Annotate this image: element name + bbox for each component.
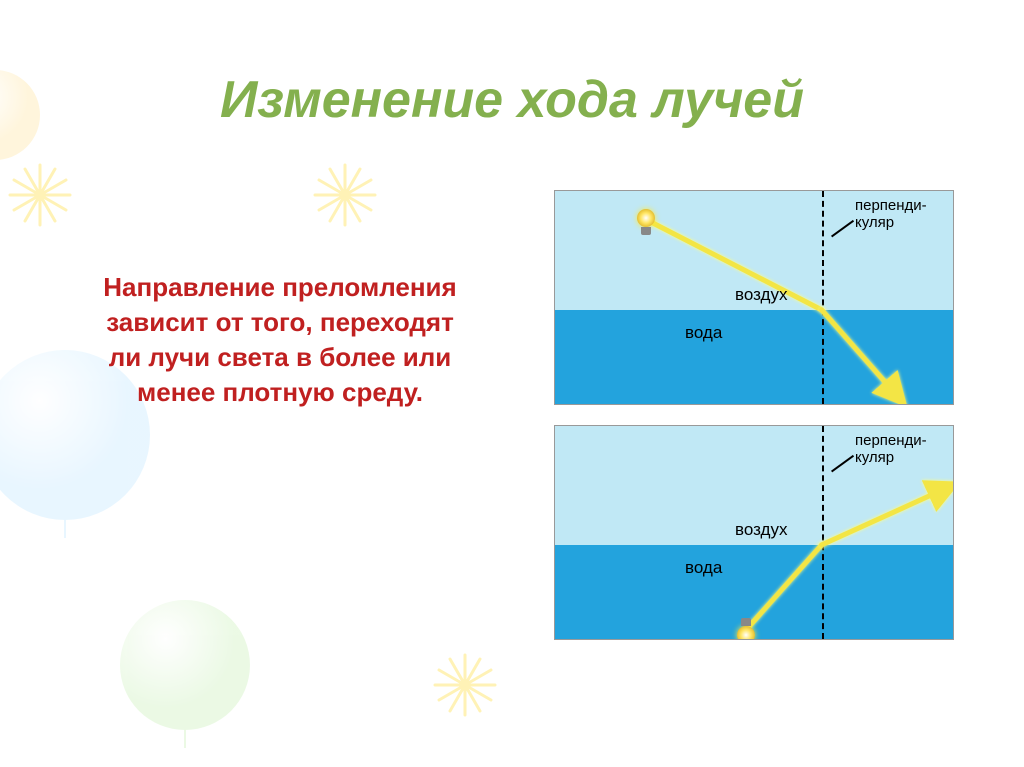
air-label: воздух: [735, 520, 787, 540]
refraction-panel-water-to-air: перпенди- куляр воздух вода: [554, 425, 954, 640]
sparkle-decor: [310, 160, 380, 235]
water-label: вода: [685, 323, 722, 343]
sparkle-decor: [5, 160, 75, 235]
body-paragraph: Направление преломления зависит от того,…: [95, 270, 465, 410]
water-label: вода: [685, 558, 722, 578]
sparkle-decor: [430, 650, 500, 725]
air-label: воздух: [735, 285, 787, 305]
page-title: Изменение хода лучей: [0, 70, 1024, 130]
diagram-panels: перпенди- куляр воздух вода перпенди- ку…: [554, 190, 954, 640]
balloon-decor: [120, 600, 250, 730]
refraction-panel-air-to-water: перпенди- куляр воздух вода: [554, 190, 954, 405]
